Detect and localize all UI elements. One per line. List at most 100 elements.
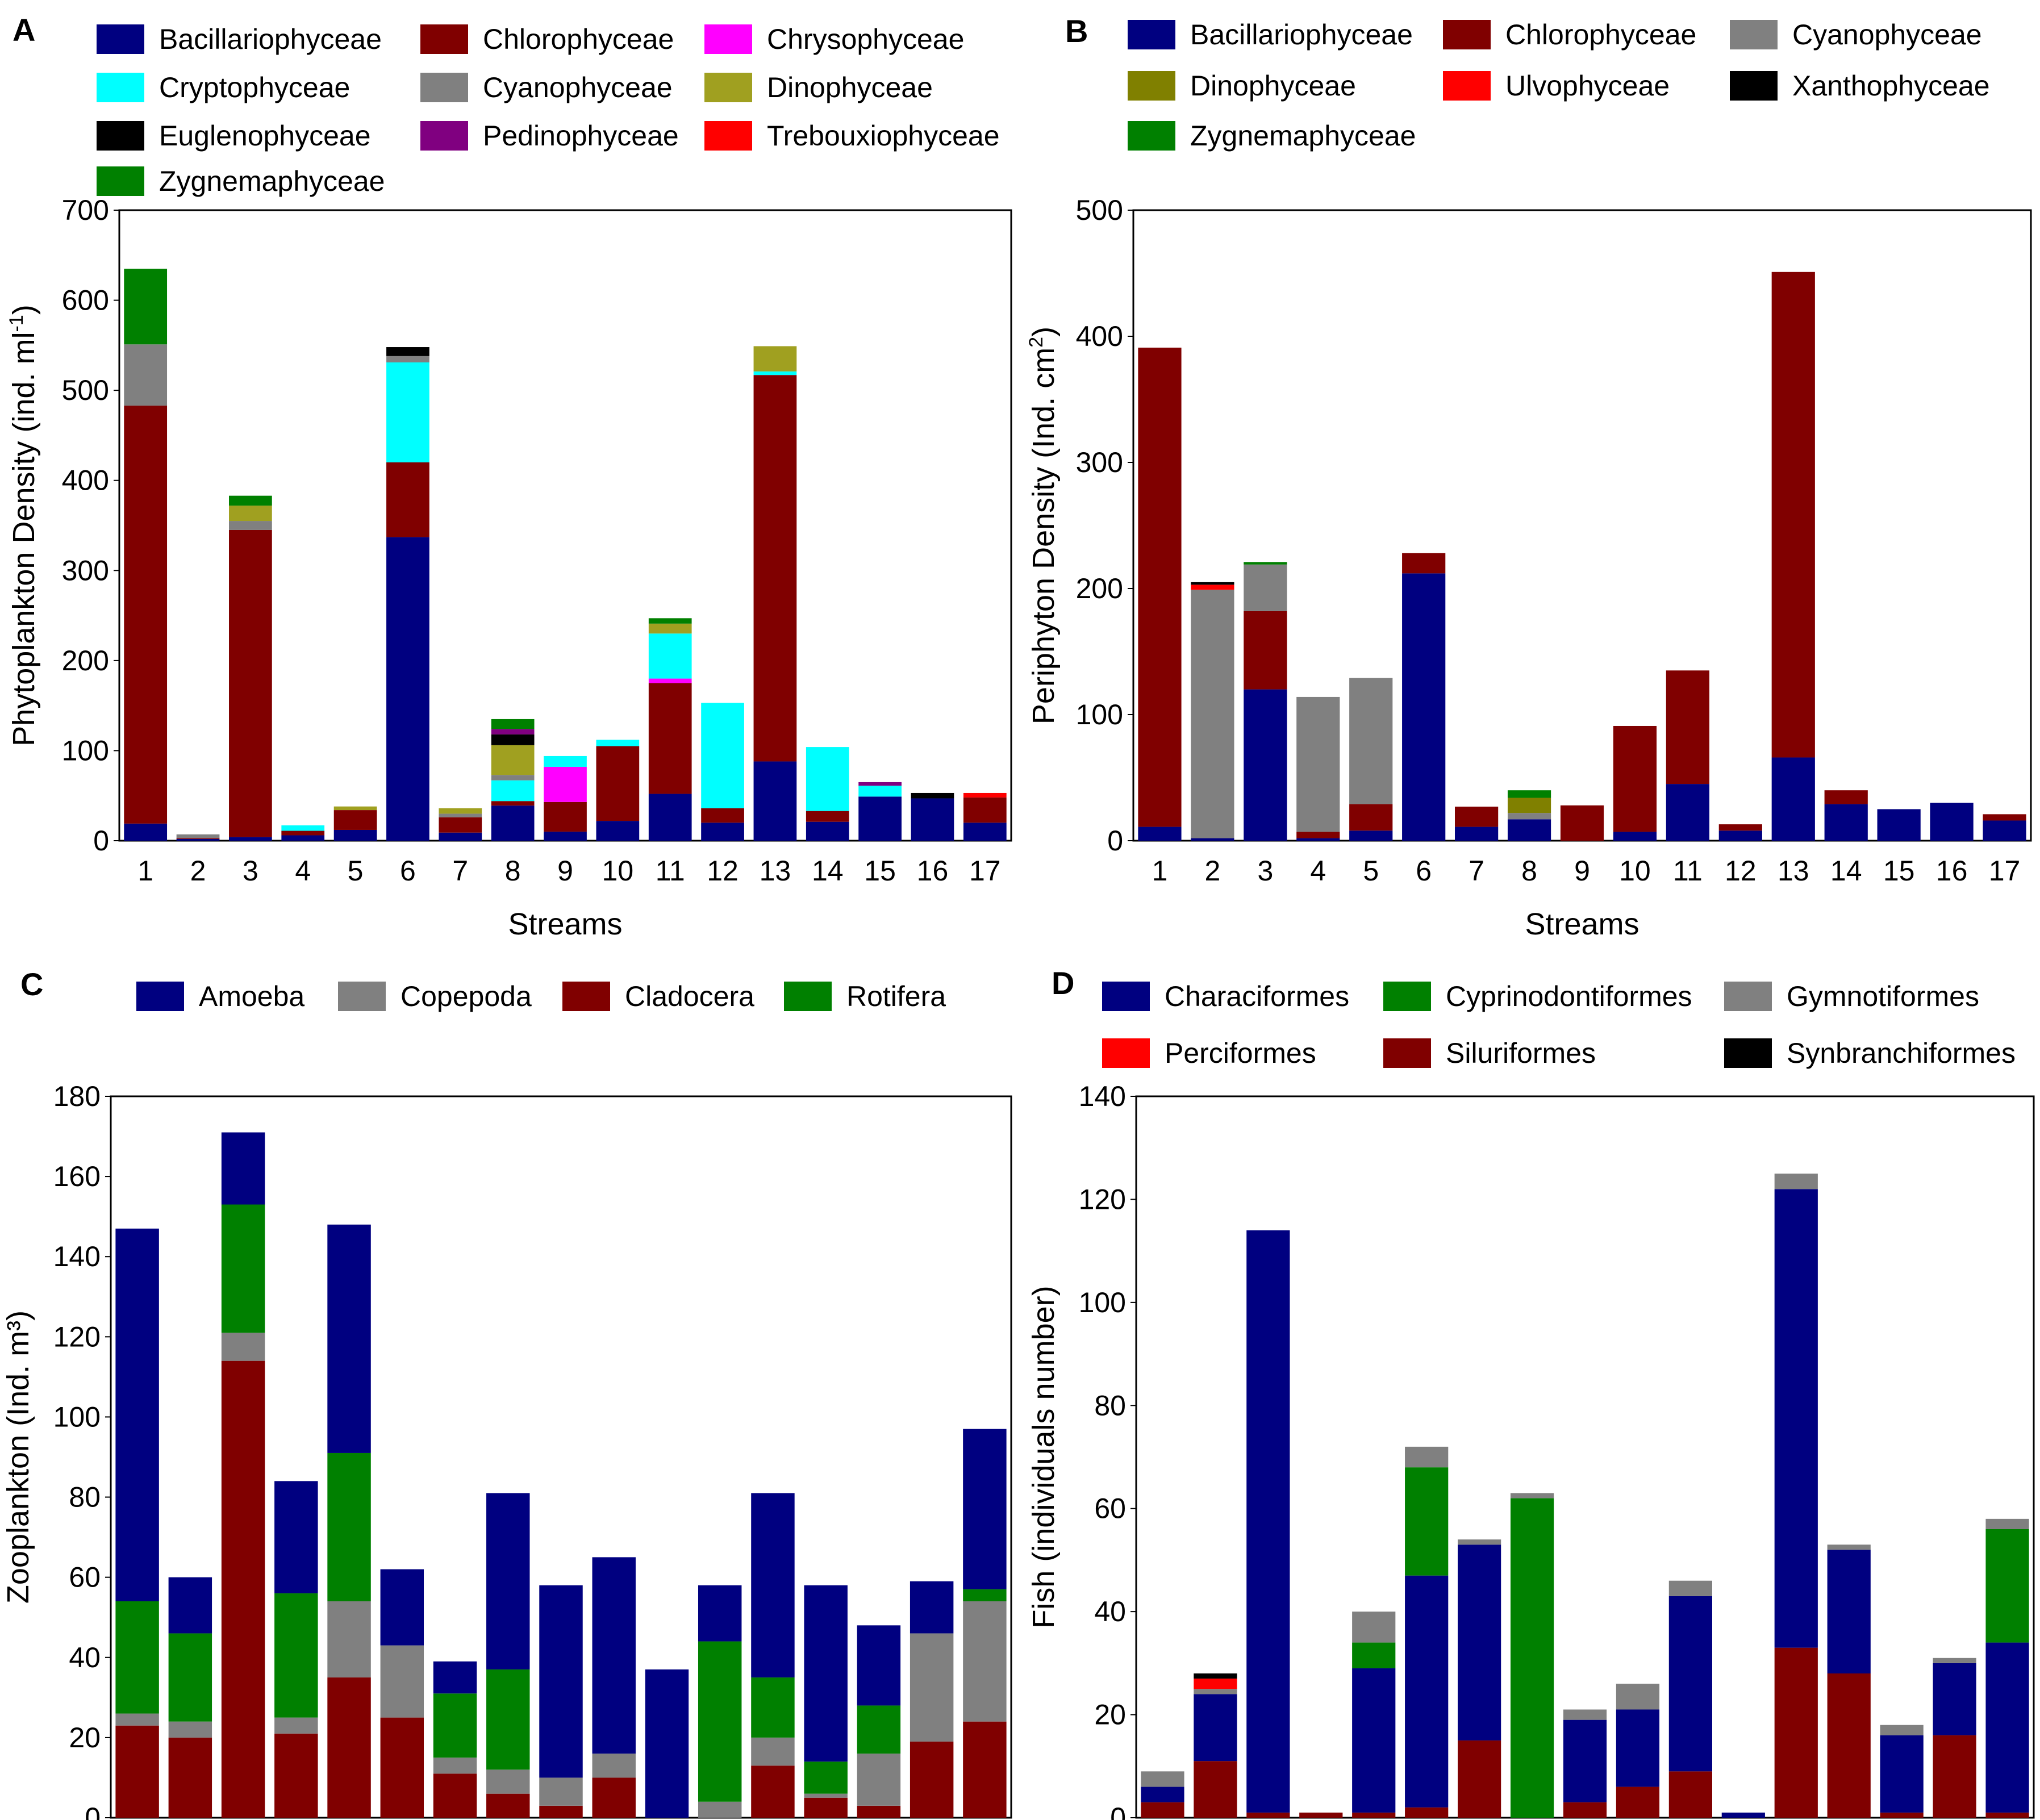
bar-segment-gymnotiformes [1616,1684,1660,1710]
y-tick-label: 120 [1079,1183,1126,1215]
legend-swatch [1383,982,1431,1011]
x-tick-label: 3 [243,855,258,887]
bar-segment-bacillariophyceae [439,832,482,841]
legend-item: Cyanophyceae [420,71,673,104]
bar-segment-bacillariophyceae [229,837,272,841]
x-tick-label: 1 [1152,855,1168,887]
x-tick-label: 9 [1574,855,1590,887]
bar-segment-characiformes [1563,1719,1607,1802]
bar-segment-cladocera [910,1741,954,1818]
bar-segment-amoeba [486,1493,530,1669]
legend-swatch [1128,121,1175,151]
bar-segment-characiformes [1668,1596,1712,1772]
legend-swatch [97,73,144,102]
y-axis-title: Zooplankton (Ind. m³) [1,1310,35,1604]
bar-segment-bacillariophyceae [858,796,902,841]
bar-segment-siluriformes [1246,1812,1290,1818]
bar-segment-characiformes [1405,1575,1449,1808]
bar-segment-bacillariophyceae [1613,832,1657,841]
bar-segment-dinophyceae [333,806,377,811]
y-axis-title: Periphyton Density (Ind. cm2) [1025,327,1061,724]
legend-label: Dinophyceae [767,72,933,103]
bar-segment-amoeba [221,1132,265,1205]
bar-segment-characiformes [1933,1663,1976,1735]
bar-segment-amoeba [115,1228,159,1601]
legend-item: Trebouxiophyceae [704,119,1000,152]
bar-segment-gymnotiformes [1985,1518,2029,1529]
legend-swatch [97,24,144,54]
x-tick-label: 8 [1521,855,1537,887]
y-axis-title-tail: ) [1027,327,1061,337]
bar-segment-rotifera [168,1633,212,1722]
x-tick-label: 14 [1830,855,1862,887]
y-tick-label: 0 [93,825,109,857]
legend-label: Chlorophyceae [1505,19,1697,51]
legend-swatch [1128,71,1175,101]
bar-segment-gymnotiformes [1774,1174,1818,1189]
bar-segment-bacillariophyceae [648,794,692,841]
bar-segment-copepoda [751,1737,795,1766]
bar-segment-cyanophyceae [439,813,482,817]
bar-segment-copepoda [963,1601,1007,1722]
bar-segment-amoeba [327,1224,371,1453]
panel-letter: B [1065,13,1088,49]
bar-segment-gymnotiformes [1458,1539,1501,1545]
y-tick-label: 60 [1094,1493,1126,1525]
bar-segment-cyanophyceae [124,344,168,406]
bar-segment-cladocera [486,1793,530,1818]
x-tick-label: 15 [864,855,896,887]
legend-label: Cladocera [625,980,754,1012]
legend-item: Chlorophyceae [1443,18,1696,51]
bar-segment-xanthophyceae [1191,582,1234,585]
bar-segment-copepoda [327,1601,371,1678]
legend-item: Chrysophyceae [704,23,964,56]
panel-letter: D [1052,965,1075,1001]
bar-segment-characiformes [1194,1694,1237,1761]
legend-swatch [1724,982,1772,1011]
x-tick-label: 13 [1778,855,1809,887]
bar-segment-cryptophyceae [491,780,535,802]
bar-segment-rotifera [274,1593,318,1718]
legend-item: Siluriformes [1383,1037,1596,1070]
legend-item: Copepoda [338,980,532,1013]
bar-segment-copepoda [274,1717,318,1734]
bar-segment-chlorophyceae [1983,814,2026,821]
x-tick-label: 14 [812,855,844,887]
x-tick-label: 12 [1725,855,1757,887]
bar-segment-bacillariophyceae [1718,830,1762,841]
bar-segment-bacillariophyceae [1824,804,1868,841]
legend-label: Gymnotiformes [1787,980,1979,1012]
y-tick-label: 200 [1076,573,1123,604]
bar-segment-gymnotiformes [1194,1689,1237,1694]
bar-segment-amoeba [963,1429,1007,1589]
y-axis-title-text: Fish (individuals number) [1027,1285,1061,1628]
y-tick-label: 140 [1079,1080,1126,1112]
bar-segment-characiformes [1246,1230,1290,1813]
bar-segment-cyprinodontiformes [1352,1642,1396,1668]
bar-segment-cryptophyceae [806,747,849,811]
legend-item: Pedinophyceae [420,119,679,152]
bar-segment-bacillariophyceae [596,821,640,841]
legend-label: Cyanophyceae [483,72,673,103]
bar-segment-synbranchiformes [1194,1673,1237,1679]
bar-segment-chlorophyceae [544,802,587,832]
legend-item: Cryptophyceae [97,71,350,104]
y-tick-label: 120 [53,1321,101,1353]
bar-segment-cladocera [168,1737,212,1818]
bar-segment-dinophyceae [229,506,272,521]
y-tick-label: 0 [1107,825,1123,857]
x-tick-label: 9 [557,855,573,887]
bar-segment-gymnotiformes [1352,1612,1396,1643]
bar-segment-siluriformes [1827,1673,1871,1818]
bar-segment-characiformes [1458,1545,1501,1740]
bar-segment-cladocera [592,1777,636,1818]
bar-segment-cryptophyceae [701,703,744,808]
bar-segment-cyanophyceae [1191,590,1234,838]
bar-segment-characiformes [1721,1812,1765,1818]
x-tick-label: 11 [1673,855,1703,887]
bar-segment-rotifera [221,1204,265,1333]
bar-segment-cyprinodontiformes [1405,1467,1449,1576]
bar-segment-rotifera [751,1677,795,1738]
bar-segment-chlorophyceae [1349,804,1393,831]
legend-item: Perciformes [1102,1037,1316,1070]
